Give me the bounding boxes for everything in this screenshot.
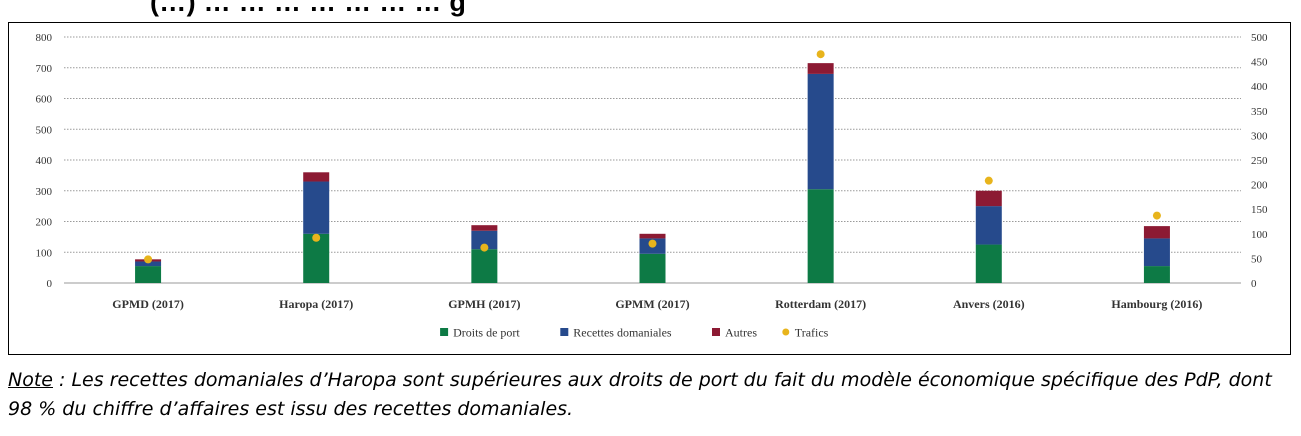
y-right-tick-label: 0	[1251, 278, 1257, 290]
legend-label: Recettes domaniales	[573, 326, 672, 340]
x-tick-label: GPMH (2017)	[448, 297, 520, 311]
note-text: Les recettes domaniales d’Haropa sont su…	[8, 369, 1272, 420]
legend-label: Autres	[725, 326, 757, 340]
trafics-point	[1152, 211, 1161, 220]
trafics-point	[480, 243, 489, 252]
y-left-tick-label: 700	[36, 63, 53, 75]
x-tick-label: GPMM (2017)	[615, 297, 689, 311]
y-right-tick-label: 500	[1251, 32, 1268, 44]
bar-segment-droits-de-port	[135, 266, 162, 283]
bar-segment-recettes-domaniales	[303, 181, 330, 234]
title-strip: (…) … … … … … … … g	[0, 0, 1301, 22]
trafics-point	[312, 233, 321, 242]
bar-segment-autres	[1143, 226, 1170, 239]
y-right-tick-label: 350	[1251, 106, 1268, 118]
legend-swatch	[712, 328, 720, 336]
trafics-point	[144, 255, 153, 264]
bar-segment-autres	[975, 190, 1002, 207]
y-left-tick-label: 400	[36, 155, 53, 167]
x-tick-label: Hambourg (2016)	[1111, 297, 1202, 311]
legend-swatch	[560, 328, 569, 336]
legend-swatch	[440, 328, 449, 336]
bar-segment-recettes-domaniales	[975, 206, 1002, 245]
legend-label: Trafics	[795, 326, 829, 340]
bar-segment-autres	[807, 63, 834, 74]
y-left-tick-label: 100	[36, 247, 53, 259]
y-left-tick-label: 200	[36, 217, 53, 229]
chart-title: (…) … … … … … … … g	[150, 0, 467, 17]
y-right-tick-label: 450	[1251, 57, 1268, 69]
bar-segment-recettes-domaniales	[135, 261, 162, 267]
x-tick-label: Haropa (2017)	[279, 297, 353, 311]
bar-segment-autres	[639, 233, 666, 239]
legend-marker	[782, 328, 790, 336]
y-right-tick-label: 150	[1251, 204, 1268, 216]
chart-frame: 0 100 200 300 400 500 600 700 800 0 50 100 150 200 250…	[8, 22, 1291, 355]
y-right-tick-label: 100	[1251, 229, 1268, 241]
bar-segment-recettes-domaniales	[807, 73, 834, 190]
note: Note : Les recettes domaniales d’Haropa …	[8, 366, 1293, 424]
bar-segment-droits-de-port	[639, 253, 666, 283]
trafics-point	[984, 176, 993, 185]
y-right-tick-label: 300	[1251, 130, 1268, 142]
legend-label: Droits de port	[453, 326, 520, 340]
trafics-point	[648, 239, 657, 248]
y-right-tick-label: 200	[1251, 180, 1268, 192]
y-right-tick-label: 250	[1251, 155, 1268, 167]
y-left-tick-label: 0	[47, 278, 53, 290]
bar-segment-autres	[303, 172, 330, 182]
bar-segment-droits-de-port	[975, 244, 1002, 283]
bar-segment-recettes-domaniales	[1143, 238, 1170, 267]
y-left-tick-label: 300	[36, 186, 53, 198]
bar-segment-droits-de-port	[303, 233, 330, 283]
y-left-tick-label: 600	[36, 94, 53, 106]
stacked-bar-chart: 0 100 200 300 400 500 600 700 800 0 50 100 150 200 250…	[36, 32, 1269, 340]
y-left-tick-label: 800	[36, 32, 53, 44]
x-tick-label: Anvers (2016)	[953, 297, 1025, 311]
bar-segment-droits-de-port	[471, 249, 498, 283]
x-tick-label: Rotterdam (2017)	[775, 297, 866, 311]
y-left-tick-label: 500	[36, 124, 53, 136]
note-separator: :	[52, 369, 72, 391]
bar-segment-recettes-domaniales	[471, 230, 498, 250]
note-label: Note	[8, 369, 53, 391]
x-tick-label: GPMD (2017)	[112, 297, 184, 311]
y-right-tick-label: 50	[1251, 253, 1263, 265]
bar-segment-autres	[471, 225, 498, 231]
bar-segment-droits-de-port	[1143, 266, 1170, 283]
y-right-tick-label: 400	[1251, 81, 1268, 93]
bar-segment-droits-de-port	[807, 189, 834, 283]
trafics-point	[816, 50, 825, 59]
